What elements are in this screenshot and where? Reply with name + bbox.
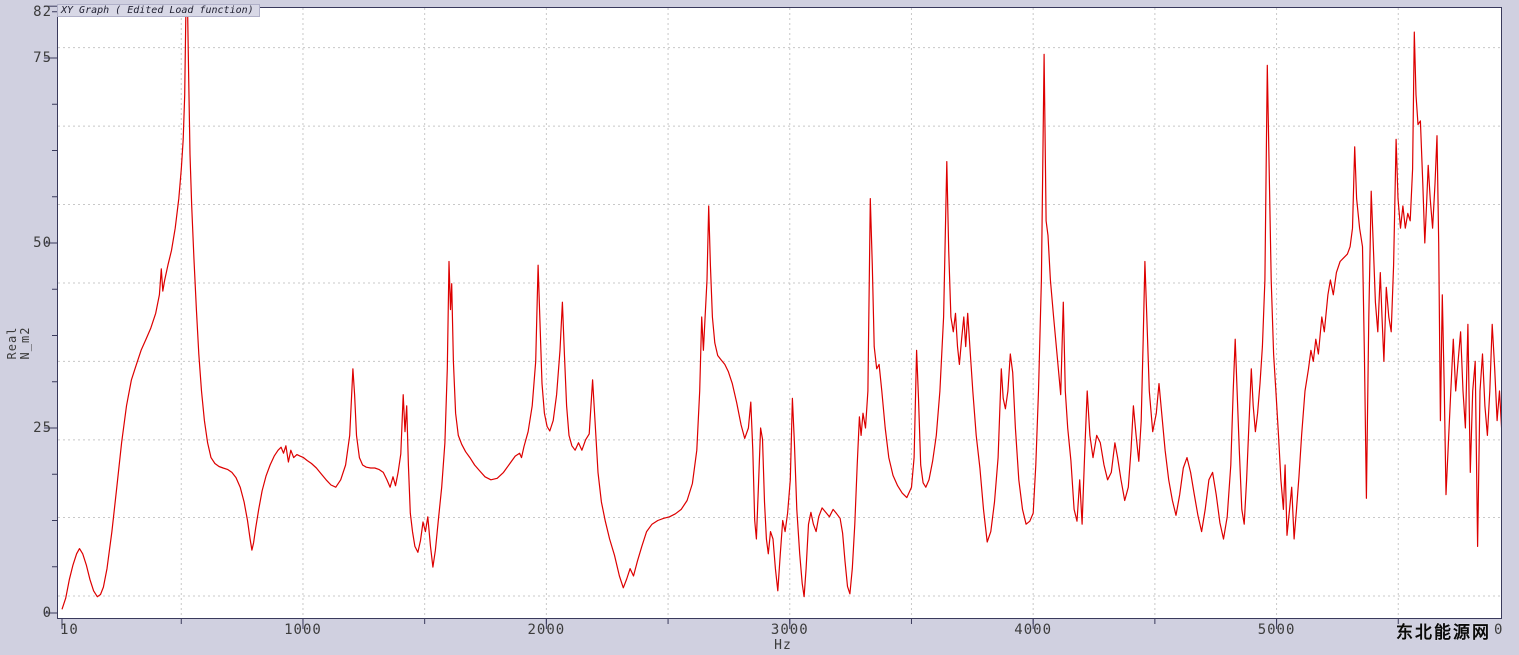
y-tick-label: 75 bbox=[33, 50, 52, 66]
axis-ticks bbox=[44, 5, 1399, 629]
x-tick-label: 5000 bbox=[1257, 622, 1296, 638]
x-tick-label: 2000 bbox=[527, 622, 566, 638]
y-axis-title: Real N_m2 bbox=[5, 298, 32, 388]
x-axis-unit-label: Hz bbox=[774, 638, 792, 653]
y-tick-label: 50 bbox=[33, 235, 52, 251]
watermark-text: 东北能源网 bbox=[1396, 623, 1491, 642]
frf-curve[interactable] bbox=[61, 9, 1510, 610]
y-tick-label: 0 bbox=[42, 605, 52, 621]
x-tick-label: 3000 bbox=[770, 622, 809, 638]
gridlines bbox=[58, 8, 1501, 618]
y-tick-label: 82 bbox=[33, 4, 52, 20]
y-tick-label: 25 bbox=[33, 420, 52, 436]
plot-area[interactable] bbox=[57, 7, 1502, 619]
x-axis-max-label-clipped: 0 bbox=[1494, 622, 1503, 638]
y-axis-title-line2: N_m2 bbox=[18, 326, 32, 360]
x-tick-label: 4000 bbox=[1014, 622, 1053, 638]
x-tick-label-10: 10 bbox=[60, 622, 79, 638]
chart-title-legend[interactable]: XY Graph ( Edited Load function) bbox=[57, 4, 260, 17]
x-tick-label: 1000 bbox=[284, 622, 322, 638]
